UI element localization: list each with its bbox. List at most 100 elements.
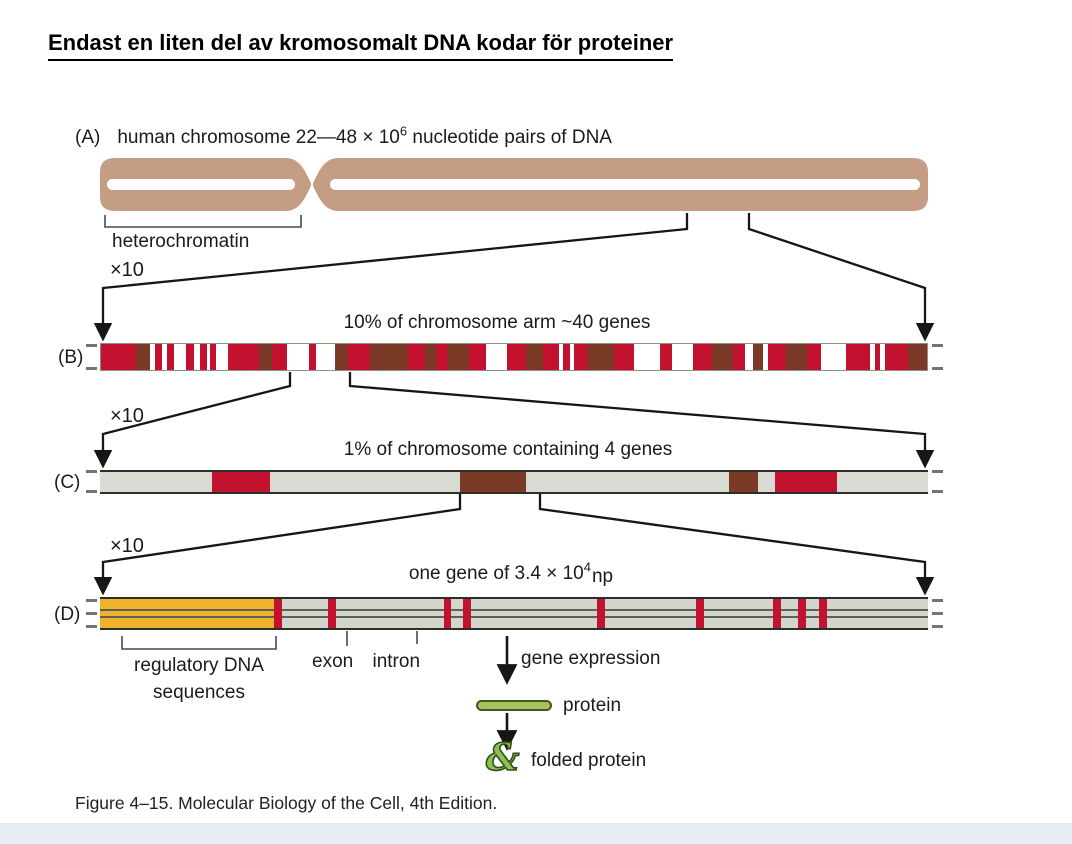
continuation-dash (932, 599, 943, 602)
band-segment (806, 344, 821, 370)
continuation-dash (86, 344, 97, 347)
exon-stripe (773, 599, 782, 628)
band-segment (173, 344, 187, 370)
band-segment (711, 344, 733, 370)
band-segment (559, 344, 563, 370)
band-segment (525, 344, 544, 370)
zoom-x10-label-2: ×10 (110, 405, 144, 427)
band-segment (774, 472, 837, 492)
band-segment (211, 472, 270, 492)
band-segment (407, 344, 425, 370)
folded-protein-label: folded protein (531, 750, 647, 771)
zoom-fan-b-to-c (93, 372, 935, 469)
panel-c-label: (C) (54, 472, 81, 493)
folded-protein-icon: & (485, 735, 520, 779)
continuation-dash (86, 490, 97, 493)
gene-detail-bar (100, 597, 928, 630)
band-segment (210, 344, 216, 370)
fan-line-left (93, 494, 462, 596)
band-segment (206, 344, 211, 370)
protein-label: protein (563, 695, 622, 716)
band-segment (424, 344, 436, 370)
continuation-dash (86, 599, 97, 602)
continuation-dash (932, 470, 943, 473)
dna-strand-line (100, 616, 928, 618)
band-segment (633, 344, 660, 370)
panel-d-label: (D) (54, 604, 81, 625)
band-segment (215, 344, 228, 370)
exon-stripe (696, 599, 705, 628)
band-segment (820, 344, 847, 370)
band-segment (671, 344, 693, 370)
panel-d-heading: one gene of 3.4 × 104np (408, 561, 614, 587)
band-segment (874, 344, 881, 370)
slide-title: Endast en liten del av kromosomalt DNA k… (48, 30, 674, 61)
protein-bar (476, 700, 552, 711)
band-segment (753, 344, 764, 370)
dna-strand-line (100, 609, 928, 611)
band-segment (149, 344, 155, 370)
band-segment (745, 344, 754, 370)
band-segment (227, 344, 259, 370)
panel-b-label: (B) (58, 347, 84, 368)
band-segment (836, 472, 928, 492)
regulatory-dna-label-line2: sequences (153, 682, 245, 703)
band-segment (101, 344, 136, 370)
band-segment (287, 344, 310, 370)
heterochromatin-bracket (104, 215, 302, 228)
panel-a-heading-suffix: nucleotide pairs of DNA (407, 127, 612, 148)
band-segment (269, 472, 461, 492)
panel-a-label: (A) (75, 127, 101, 148)
band-segment (907, 344, 927, 370)
fan-line-left (93, 213, 689, 342)
continuation-dash (932, 612, 943, 615)
exon-stripe (443, 599, 452, 628)
band-segment (166, 344, 174, 370)
band-segment (692, 344, 712, 370)
chromosome-arm-band-bar (100, 343, 928, 371)
heterochromatin-label: heterochromatin (112, 231, 250, 252)
panel-d-heading-np: np (591, 566, 614, 587)
chromosome-1pct-bar (100, 470, 928, 494)
band-segment (334, 344, 348, 370)
exon-stripe (596, 599, 605, 628)
continuation-dash (932, 490, 943, 493)
band-segment (729, 472, 759, 492)
band-segment (507, 344, 526, 370)
fan-line-right (348, 372, 935, 469)
intron-label: intron (372, 651, 421, 672)
band-segment (271, 344, 288, 370)
panel-d-heading-text: one gene of 3.4 × 10 (408, 563, 584, 584)
regulatory-dna-label-line1: regulatory DNA (134, 655, 264, 676)
chromatid-gap-left (107, 179, 295, 190)
band-segment (785, 344, 807, 370)
band-segment (370, 344, 408, 370)
band-segment (763, 344, 768, 370)
chromatid-gap-right (330, 179, 920, 190)
continuation-dash (86, 612, 97, 615)
regulatory-dna-bracket (121, 636, 277, 650)
band-segment (468, 344, 487, 370)
panel-c-heading: 1% of chromosome containing 4 genes (343, 439, 673, 460)
band-segment (614, 344, 634, 370)
zoom-fan-a-to-b (93, 213, 935, 342)
band-segment (435, 344, 449, 370)
band-segment (526, 472, 730, 492)
band-segment (460, 472, 527, 492)
band-segment (186, 344, 195, 370)
band-segment (199, 344, 207, 370)
band-segment (758, 472, 775, 492)
slide-bottom-band (0, 823, 1072, 844)
band-segment (347, 344, 371, 370)
continuation-dash (86, 625, 97, 628)
band-segment (880, 344, 886, 370)
continuation-dash (932, 367, 943, 370)
band-segment (659, 344, 672, 370)
band-segment (162, 344, 167, 370)
band-segment (562, 344, 570, 370)
band-segment (309, 344, 317, 370)
band-segment (154, 344, 163, 370)
exon-stripe (273, 599, 282, 628)
zoom-fan-c-to-d (93, 494, 935, 596)
